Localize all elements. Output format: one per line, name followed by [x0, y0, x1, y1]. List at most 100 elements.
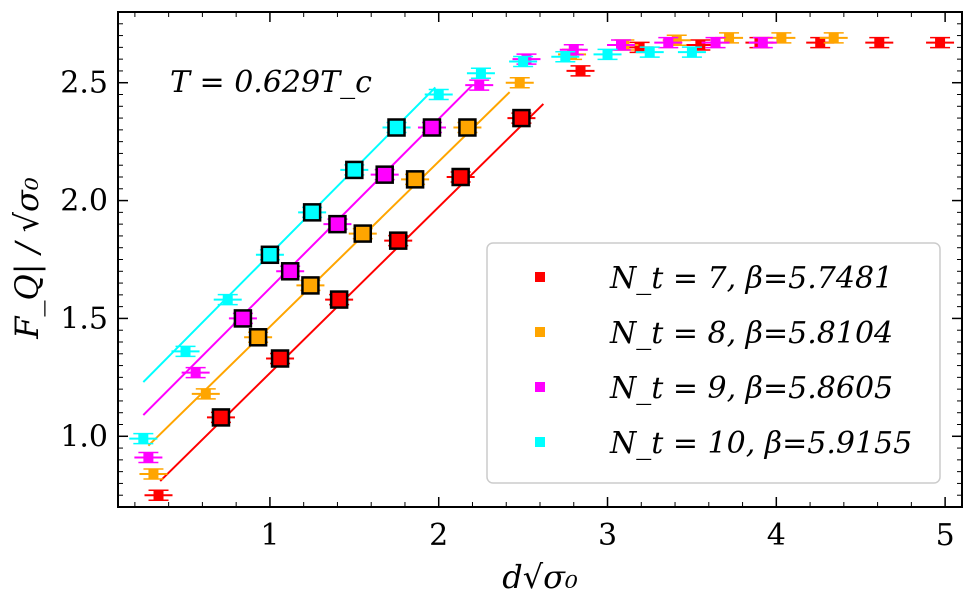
x-tick-label: 3: [598, 518, 617, 553]
y-tick-label: 2.0: [60, 184, 108, 219]
data-point-series-4: [171, 345, 200, 358]
marker: [634, 42, 645, 53]
data-point-series-1: [446, 167, 475, 187]
highlighted-marker: [375, 165, 394, 184]
data-point-series-4: [382, 118, 411, 137]
x-tick-label: 1: [260, 518, 279, 553]
data-point-series-4: [509, 55, 538, 68]
data-point-series-4: [677, 46, 706, 58]
legend-label-series-2: N_t = 8, β=5.8104: [609, 316, 893, 351]
marker: [695, 40, 706, 50]
data-point-series-4: [551, 51, 580, 63]
marker: [935, 37, 946, 48]
data-point-series-3: [654, 36, 683, 49]
legend-marker-series-1: [535, 272, 545, 282]
legend-items: N_t = 7, β=5.7481 N_t = 8, β=5.8104 N_t = …: [535, 261, 912, 461]
marker: [180, 346, 191, 357]
data-point-series-4: [593, 48, 622, 61]
legend-label-series-4: N_t = 10, β=5.9155: [609, 426, 912, 461]
data-point-series-4: [298, 203, 327, 222]
marker: [616, 40, 627, 50]
data-point-series-2: [191, 388, 220, 400]
marker: [514, 77, 525, 88]
data-point-series-3: [228, 309, 257, 328]
data-point-series-3: [370, 165, 399, 184]
fit-line-series-3: [142, 84, 474, 416]
data-point-series-2: [819, 32, 848, 44]
data-point-series-3: [417, 118, 446, 137]
x-tick-label: 2: [429, 518, 448, 553]
data-point-series-2: [296, 276, 325, 295]
marker: [575, 65, 586, 76]
data-point-series-4: [213, 293, 242, 306]
marker: [222, 294, 233, 305]
marker: [138, 433, 149, 444]
highlighted-marker: [353, 224, 373, 243]
temperature-annotation: T = 0.629T_c: [170, 65, 372, 100]
x-axis-label: d√σ₀: [502, 558, 578, 596]
y-tick-label: 1.0: [60, 419, 108, 454]
data-point-series-1: [206, 408, 235, 427]
data-point-series-2: [244, 328, 273, 347]
marker: [644, 47, 655, 58]
marker: [200, 388, 211, 399]
legend-label-series-1: N_t = 7, β=5.7481: [609, 261, 893, 296]
y-tick-label: 2.5: [60, 66, 108, 101]
marker: [671, 35, 682, 46]
data-point-series-2: [348, 224, 377, 243]
fit-line-series-4: [142, 86, 437, 383]
marker: [475, 68, 486, 79]
data-point-series-1: [325, 290, 354, 309]
x-tick-label: 4: [767, 518, 786, 553]
data-point-series-3: [701, 36, 730, 49]
highlighted-marker: [248, 328, 268, 347]
marker: [663, 37, 674, 48]
highlighted-marker: [422, 118, 442, 137]
highlighted-marker: [451, 167, 470, 187]
data-point-series-4: [255, 245, 284, 265]
fit-lines-layer: [142, 84, 545, 482]
data-point-series-3: [181, 366, 210, 379]
y-axis-label: F_Q| / √σ₀: [8, 177, 46, 340]
legend: N_t = 7, β=5.7481 N_t = 8, β=5.8104 N_t = …: [486, 242, 941, 484]
highlighted-marker: [233, 309, 253, 328]
data-point-series-1: [865, 36, 894, 49]
legend-marker-series-4: [535, 437, 545, 447]
legend-label-series-3: N_t = 9, β=5.8605: [609, 371, 893, 406]
data-point-series-3: [748, 36, 777, 49]
marker: [568, 44, 579, 55]
data-point-series-1: [384, 231, 413, 250]
data-point-series-4: [424, 88, 453, 101]
ticks-layer: 1 2 3 4 5 1.0 1.5 2.0 2.5: [60, 12, 962, 553]
highlighted-marker: [302, 203, 322, 222]
data-point-series-3: [134, 451, 163, 464]
data-point-series-1: [266, 349, 295, 368]
data-point-series-4: [129, 432, 158, 445]
highlighted-marker: [388, 231, 408, 250]
data-point-series-3: [276, 262, 305, 281]
marker: [710, 37, 721, 48]
highlighted-marker: [211, 408, 231, 427]
marker: [148, 469, 159, 479]
highlighted-marker: [280, 262, 300, 281]
marker: [143, 452, 154, 463]
data-point-series-2: [453, 118, 482, 137]
marker: [757, 37, 768, 48]
data-point-series-2: [139, 468, 168, 480]
data-point-series-1: [566, 65, 595, 77]
marker: [560, 51, 571, 62]
data-point-series-4: [466, 67, 495, 80]
highlighted-marker: [329, 290, 349, 309]
marker: [815, 37, 826, 48]
data-point-series-2: [401, 170, 430, 189]
points-layer: [129, 32, 955, 501]
highlighted-marker: [405, 170, 425, 189]
fit-line-series-2: [147, 91, 511, 447]
legend-marker-series-2: [535, 327, 545, 337]
legend-marker-series-3: [535, 382, 545, 392]
data-point-series-1: [507, 108, 536, 128]
marker: [776, 32, 787, 43]
legend-box: [486, 242, 941, 484]
highlighted-marker: [458, 118, 477, 137]
